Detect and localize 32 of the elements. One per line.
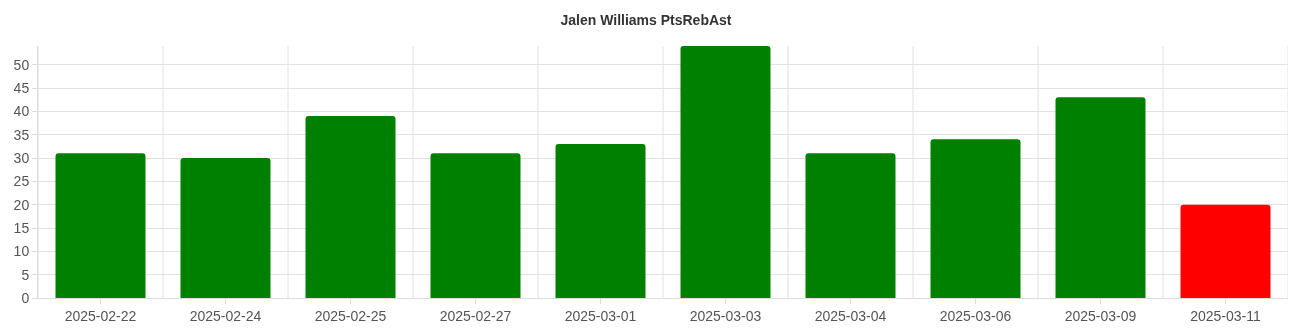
x-tick-label: 2025-02-24: [189, 307, 262, 324]
x-tick-label: 2025-03-11: [1190, 307, 1261, 324]
y-tick-label: 35: [13, 126, 30, 143]
y-tick-label: 45: [13, 79, 30, 96]
y-tick-label: 25: [13, 173, 30, 190]
x-tick-label: 2025-02-27: [439, 307, 512, 324]
bar: [180, 158, 271, 298]
bar: [1180, 204, 1271, 298]
bar: [1055, 97, 1146, 298]
y-tick-label: 30: [13, 149, 30, 166]
x-tick-label: 2025-03-09: [1064, 307, 1137, 324]
y-tick-label: 40: [13, 103, 30, 120]
y-tick-label: 0: [21, 289, 30, 306]
x-tick-label: 2025-03-01: [564, 307, 637, 324]
bar: [555, 144, 646, 298]
bar: [55, 153, 146, 298]
bar: [930, 139, 1021, 298]
bar: [305, 116, 396, 298]
bar: [680, 46, 771, 298]
x-tick-label: 2025-02-22: [64, 307, 137, 324]
y-tick-label: 10: [13, 243, 30, 260]
bar: [430, 153, 521, 298]
y-tick-label: 5: [21, 266, 30, 283]
y-tick-label: 20: [13, 196, 30, 213]
x-tick-label: 2025-03-03: [689, 307, 762, 324]
x-tick-label: 2025-03-06: [939, 307, 1012, 324]
y-tick-label: 15: [13, 219, 30, 236]
bar: [805, 153, 896, 298]
y-tick-label: 50: [13, 56, 30, 73]
x-tick-label: 2025-02-25: [314, 307, 387, 324]
x-tick-label: 2025-03-04: [814, 307, 887, 324]
chart-title: Jalen Williams PtsRebAst: [560, 11, 732, 28]
